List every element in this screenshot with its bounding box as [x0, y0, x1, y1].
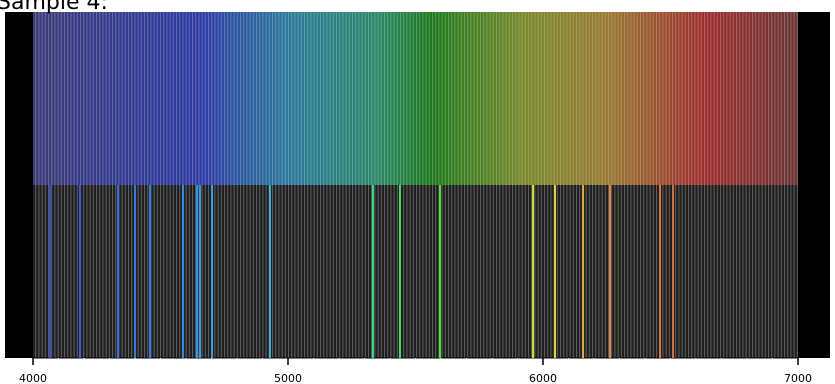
- emission-line: [659, 185, 661, 358]
- emission-line: [399, 185, 401, 358]
- x-tick-label: 6000: [529, 372, 557, 384]
- emission-line: [609, 185, 611, 358]
- emission-line: [149, 185, 151, 358]
- chart-title: Sample 4:: [0, 0, 108, 15]
- emission-background-lines: [33, 185, 798, 358]
- emission-line: [554, 185, 556, 358]
- x-tick-label: 4000: [19, 372, 47, 384]
- emission-line: [49, 185, 51, 358]
- x-tick-label: 5000: [274, 372, 302, 384]
- emission-line: [134, 185, 136, 358]
- continuum-lines: [33, 12, 798, 185]
- emission-line: [182, 185, 184, 358]
- emission-line: [117, 185, 119, 358]
- chart: Sample 4: 4000 5000 6000 7000: [0, 0, 835, 384]
- page: {"chart_data": {"type": "spectrum", "tit…: [0, 0, 835, 384]
- emission-line: [439, 185, 441, 358]
- emission-line: [269, 185, 271, 358]
- emission-line: [532, 185, 534, 358]
- emission-line: [582, 185, 584, 358]
- emission-line: [372, 185, 374, 358]
- emission-line: [79, 185, 81, 358]
- x-tick-label: 7000: [784, 372, 812, 384]
- emission-line: [211, 185, 213, 358]
- emission-line: [672, 185, 674, 358]
- emission-line: [196, 185, 198, 358]
- emission-line: [199, 185, 201, 358]
